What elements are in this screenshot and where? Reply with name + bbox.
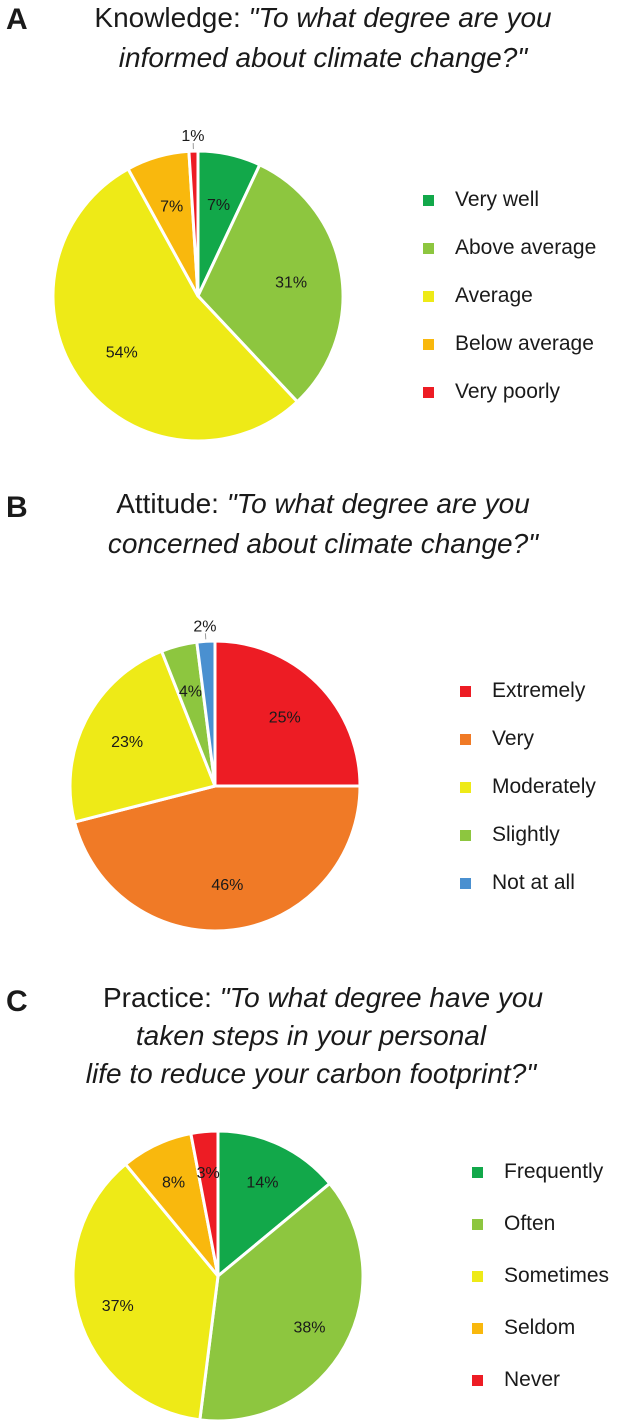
legend-label: Never [504, 1368, 561, 1391]
chart-title-question: "To what degree are you [248, 2, 552, 33]
pie-slice-label-very-poorly: 1% [181, 128, 204, 145]
pie-slice-frequently [216, 1129, 332, 1278]
pie-slice-very-poorly [187, 149, 200, 298]
legend-swatch [460, 830, 471, 841]
legend-label: Above average [455, 236, 597, 259]
pie-chart: 7% 31% 54% 7% 1% [51, 128, 345, 443]
legend-swatch [423, 291, 434, 302]
pie-slice-average [51, 167, 299, 443]
legend-swatch [460, 686, 471, 697]
legend-swatch [472, 1167, 483, 1178]
chart-title-line-2: taken steps in your personal [0, 1018, 622, 1054]
pie-slice-label-often: 38% [293, 1319, 325, 1336]
panel-letter: B [6, 491, 28, 524]
legend-swatch [423, 339, 434, 350]
legend-label: Moderately [492, 775, 596, 798]
pie-slice-not-at-all [195, 639, 217, 788]
legend-swatch [423, 387, 434, 398]
chart-title-question: taken steps in your personal [135, 1020, 487, 1051]
legend-label: Sometimes [504, 1264, 610, 1287]
legend-label: Below average [455, 332, 594, 355]
panel-c: C Practice: "To what degree have you tak… [0, 980, 622, 1424]
chart-title-question: concerned about climate change?" [107, 528, 539, 559]
pie-slice-label-below-average: 7% [160, 198, 183, 215]
pie-slice-label-slightly: 4% [179, 683, 202, 700]
chart-title-line-3: life to reduce your carbon footprint?" [0, 1056, 622, 1092]
legend-swatch [423, 195, 434, 206]
panel-a: A Knowledge: "To what degree are you inf… [0, 0, 622, 460]
legend-label: Seldom [504, 1316, 576, 1339]
pie-slice-extremely [213, 639, 362, 788]
panel-letter: C [6, 985, 28, 1018]
legend-swatch [460, 782, 471, 793]
pie-slice-label-very-well: 7% [207, 197, 230, 214]
pie-slice-label-above-average: 31% [275, 274, 307, 291]
legend-swatch [472, 1219, 483, 1230]
legend-label: Average [455, 284, 533, 307]
legend-swatch [472, 1323, 483, 1334]
chart-title-lead: Knowledge: [94, 2, 249, 33]
pie-slice-moderately [68, 649, 217, 824]
chart-title-question: "To what degree have you [219, 982, 544, 1013]
chart-title-question: "To what degree are you [226, 488, 530, 519]
legend-swatch [460, 878, 471, 889]
pie-slice-often [198, 1182, 365, 1423]
chart-title-question: life to reduce your carbon footprint?" [85, 1058, 537, 1089]
legend-label: Slightly [492, 823, 560, 846]
chart-title-line-1: Attitude: "To what degree are you [12, 486, 622, 522]
chart-title-question: informed about climate change?" [118, 42, 528, 73]
pie-slice-never [189, 1129, 220, 1278]
legend-label: Frequently [504, 1160, 604, 1183]
legend-label: Very well [455, 188, 540, 211]
legend-label: Very [492, 727, 535, 750]
legend-swatch [472, 1375, 483, 1386]
legend-swatch [460, 734, 471, 745]
pie-slice-label-not-at-all: 2% [193, 618, 216, 635]
legend-label: Extremely [492, 679, 586, 702]
chart-title-lead: Attitude: [116, 488, 227, 519]
pie-slice-sometimes [71, 1162, 220, 1422]
pie-slice-label-extremely: 25% [269, 709, 301, 726]
pie-slice-label-moderately: 23% [111, 734, 143, 751]
pie-slice-label-never: 3% [197, 1165, 220, 1182]
chart-title-line-2: concerned about climate change?" [12, 526, 622, 562]
pie-slice-very [73, 784, 362, 933]
pie-slice-above-average [196, 163, 345, 404]
pie-slice-label-sometimes: 37% [102, 1298, 134, 1315]
legend-label: Often [504, 1212, 556, 1235]
pie-slice-label-frequently: 14% [246, 1175, 278, 1192]
pie-chart: 14% 38% 37% 8% 3% [71, 1129, 365, 1423]
chart-title-line-1: Knowledge: "To what degree are you [12, 0, 622, 36]
legend-swatch [423, 243, 434, 254]
legend-label: Not at all [492, 871, 575, 894]
pie-slice-label-average: 54% [106, 344, 138, 361]
chart-title-line-2: informed about climate change?" [12, 40, 622, 76]
chart-title-lead: Practice: [102, 982, 220, 1013]
legend-swatch [472, 1271, 483, 1282]
legend-label: Very poorly [455, 380, 561, 403]
panel-b: B Attitude: "To what degree are you conc… [0, 486, 622, 946]
chart-title-line-1: Practice: "To what degree have you [12, 980, 622, 1016]
pie-chart: 25% 46% 23% 4% 2% [68, 618, 362, 933]
panel-letter: A [6, 3, 28, 36]
pie-slice-label-seldom: 8% [162, 1175, 185, 1192]
pie-slice-label-very: 46% [211, 877, 243, 894]
